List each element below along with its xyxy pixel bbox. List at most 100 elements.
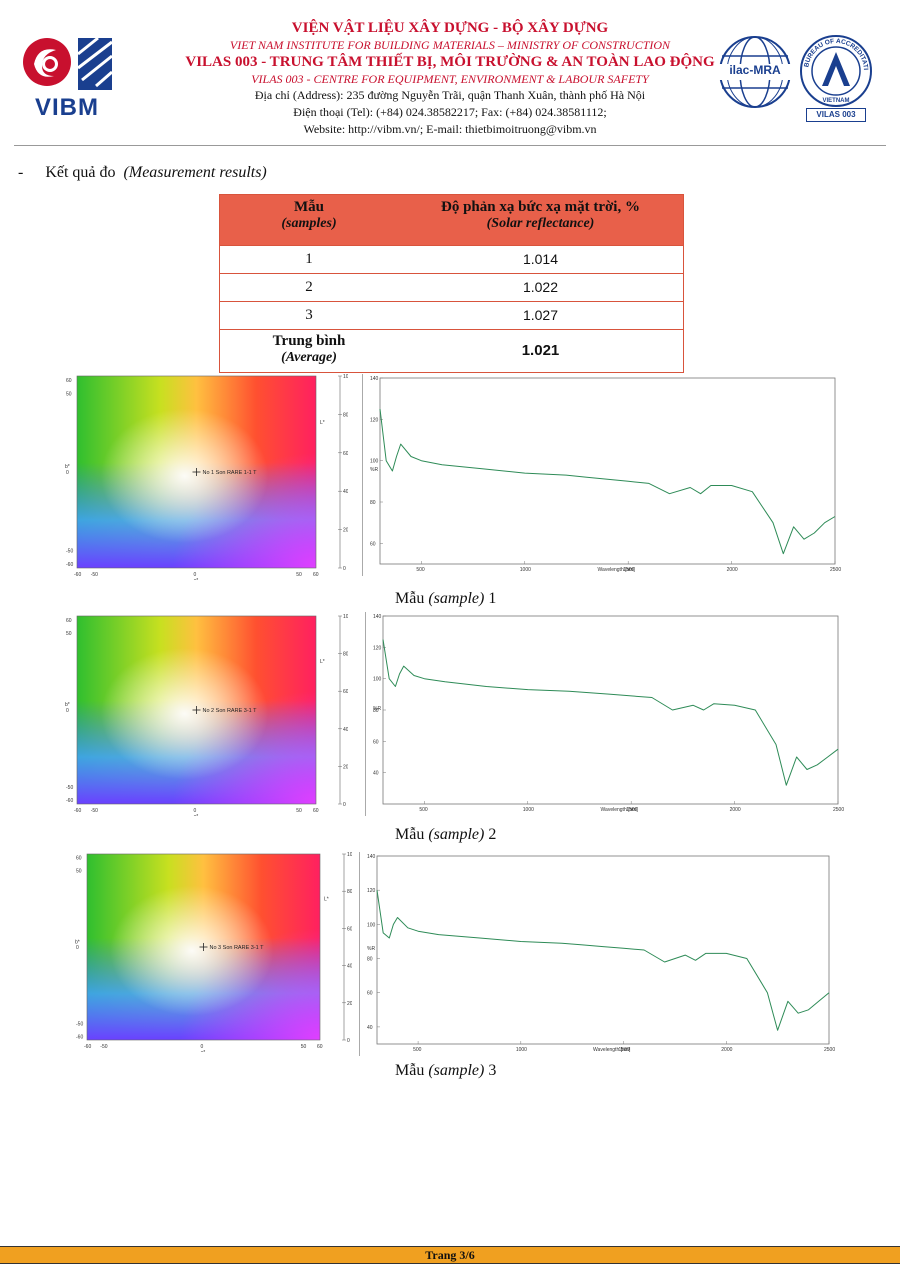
colorspace-plot: 60 50 0 -50 -60-60 -50 0 50 60 b* a* No 1 Son RARE …: [65, 372, 322, 585]
x-axis-label: Wavelength [nm]: [598, 567, 636, 573]
sample-marker: No 3 Son RARE 3-1 T: [199, 943, 265, 951]
b-axis-tick: -60: [66, 562, 73, 568]
y-axis-tick: 80: [370, 500, 376, 506]
lightness-tick: 0: [343, 802, 346, 808]
b-axis-tick: -60: [76, 1034, 83, 1040]
table-average-row: Trung bình (Average) 1.021: [220, 329, 683, 372]
y-axis-label: %R: [370, 467, 378, 473]
x-axis-tick: 500: [419, 807, 428, 813]
x-axis-label: Wavelength [nm]: [601, 807, 639, 813]
lightness-tick: 60: [343, 689, 348, 695]
x-axis-tick: 2000: [721, 1047, 732, 1053]
boa-country: VIETNAM: [823, 98, 850, 104]
table-cell-value: 1.027: [522, 307, 559, 323]
a-axis-tick: -60: [84, 1044, 91, 1050]
header-divider: [14, 145, 886, 146]
sample-caption: Mẫu (sample) 3: [395, 1062, 496, 1080]
boa-label: VILAS 003: [806, 108, 866, 122]
lightness-tick: 20: [343, 528, 348, 534]
y-axis-tick: 60: [373, 739, 379, 745]
colorspace-plot: 60 50 0 -50 -60-60 -50 0 50 60 b* a* No 3 Son RARE …: [75, 850, 326, 1057]
b-axis-tick: 50: [66, 391, 72, 397]
lightness-scale: 100 80 60 40 20 0 L*: [318, 612, 352, 815]
section-bullet: -: [18, 164, 24, 181]
lightness-scale-svg: 100 80 60 40 20 0 L*: [320, 614, 352, 808]
ilac-mra-logo: ilac-MRA: [717, 34, 793, 110]
x-axis-tick: 2000: [730, 807, 741, 813]
sample-marker-label: No 3 Son RARE 3-1 T: [210, 945, 265, 951]
b-axis-tick: 0: [76, 945, 79, 951]
y-axis-tick: 120: [370, 417, 379, 423]
colorspace-svg: 60 50 0 -50 -60-60 -50 0 50 60 b* a* No 2 Son RARE …: [65, 615, 319, 820]
x-axis-tick: 1000: [523, 807, 534, 813]
table-header-samples: Mẫu (samples): [281, 199, 337, 231]
x-axis-tick: 1500: [623, 567, 634, 573]
y-axis-tick: 140: [373, 614, 382, 620]
ilac-mra-text: ilac-MRA: [729, 63, 781, 77]
y-axis-tick: 100: [373, 677, 382, 683]
x-axis-tick: 1500: [626, 807, 637, 813]
table-header-row: Mẫu (samples) Độ phản xạ bức xạ mặt trời…: [220, 195, 683, 245]
spectrum-svg: 40 60 80 100 120 140 500 1000 1500 2000 2500 %R Wave…: [367, 854, 835, 1053]
lightness-tick: 40: [347, 964, 352, 970]
a-axis-tick: 50: [296, 808, 302, 814]
ilac-globe-icon: [719, 36, 791, 108]
table-row: 3 1.027: [220, 301, 683, 329]
b-axis-label: b*: [65, 702, 70, 708]
lightness-label: L*: [320, 659, 325, 665]
a-axis-tick: 50: [296, 572, 302, 578]
sample-marker: No 1 Son RARE 1-1 T: [192, 468, 258, 476]
boa-seal-icon: BUREAU OF ACCREDITATION VIETNAM: [795, 29, 872, 107]
spectrum-svg: 60 80 100 120 140 500 1000 1500 2000 2500 %R Wavele…: [370, 376, 841, 573]
reflectance-spectrum-chart: 40 60 80 100 120 140 500 1000 1500 2000 2500 %R Wave…: [371, 614, 846, 825]
a-axis-label: a*: [194, 578, 199, 580]
b-axis-tick: 50: [76, 869, 82, 875]
lightness-tick: 100: [343, 374, 348, 380]
lightness-tick: 100: [343, 614, 348, 620]
results-table: Mẫu (samples) Độ phản xạ bức xạ mặt trời…: [219, 194, 684, 373]
table-cell-average-label: Trung bình (Average): [272, 333, 346, 365]
table-cell-value: 1.022: [522, 279, 559, 295]
b-axis-label: b*: [65, 464, 70, 470]
a-axis-tick: -50: [91, 808, 98, 814]
a-axis-tick: -60: [74, 808, 81, 814]
lightness-tick: 20: [347, 1001, 352, 1007]
a-axis-tick: -60: [74, 572, 81, 578]
sample-marker-label: No 1 Son RARE 1-1 T: [203, 470, 258, 476]
y-axis-label: %R: [367, 946, 375, 952]
header-institute-en: VIET NAM INSTITUTE FOR BUILDING MATERIAL…: [229, 38, 671, 52]
b-axis-tick: 0: [66, 708, 69, 714]
sample-marker: No 2 Son RARE 3-1 T: [192, 706, 257, 714]
header-institute-vi: VIỆN VẬT LIỆU XÂY DỰNG - BỘ XÂY DỰNG: [291, 20, 609, 36]
b-axis-label: b*: [75, 939, 80, 945]
panel-separator: [362, 374, 363, 576]
a-axis-tick: 0: [194, 808, 197, 814]
table-cell-sample: 1: [305, 251, 313, 267]
x-axis-label: Wavelength [nm]: [593, 1047, 631, 1053]
panel-separator: [365, 612, 366, 816]
reflectance-series-line: [379, 408, 836, 555]
sample-caption-number: 1: [484, 590, 497, 607]
b-axis-tick: -50: [66, 549, 73, 555]
table-cell-sample: 3: [305, 307, 313, 323]
table-row: 2 1.022: [220, 273, 683, 301]
y-axis-label: %R: [373, 706, 381, 712]
lightness-tick: 80: [347, 889, 352, 895]
y-axis-tick: 140: [367, 854, 376, 860]
x-axis-tick: 2500: [830, 567, 841, 573]
reflectance-spectrum-chart: 40 60 80 100 120 140 500 1000 1500 2000 2500 %R Wave…: [365, 854, 837, 1065]
b-axis-tick: -50: [66, 785, 73, 791]
sample-caption-vi: Mẫu: [395, 826, 425, 843]
sample-caption-en: (sample): [424, 826, 485, 843]
lightness-scale-svg: 100 80 60 40 20 0 L*: [320, 374, 352, 572]
a-axis-tick: 50: [301, 1044, 307, 1050]
page-number: Trang 3/6: [425, 1248, 475, 1262]
b-axis-tick: -60: [66, 798, 73, 804]
table-cell-average-value: 1.021: [521, 342, 560, 359]
lightness-scale-svg: 100 80 60 40 20 0 L*: [324, 852, 356, 1044]
table-cell-value: 1.014: [522, 251, 559, 267]
b-axis-tick: 50: [66, 631, 72, 637]
a-axis-tick: 0: [194, 572, 197, 578]
reflectance-series-line: [376, 890, 830, 1031]
lightness-tick: 80: [343, 652, 348, 658]
